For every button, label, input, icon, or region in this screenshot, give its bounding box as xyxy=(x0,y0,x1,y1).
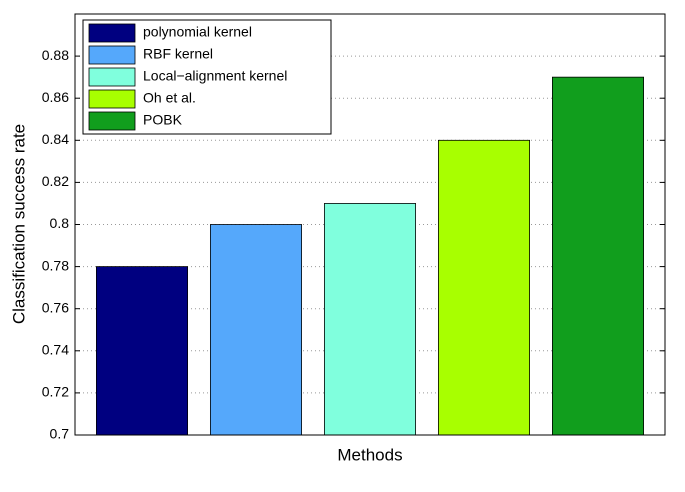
legend-label: POBK xyxy=(143,112,183,128)
bar xyxy=(323,203,416,436)
legend-label: Local−alignment kernel xyxy=(143,68,287,84)
bar xyxy=(437,139,530,436)
legend-swatch xyxy=(88,45,136,65)
legend-swatch xyxy=(88,67,136,87)
y-tick-label: 0.78 xyxy=(42,257,69,273)
legend-swatch xyxy=(88,23,136,43)
legend-label: Oh et al. xyxy=(143,90,196,106)
bar xyxy=(96,266,188,436)
y-tick-label: 0.88 xyxy=(42,47,69,63)
y-tick-label: 0.74 xyxy=(42,342,69,358)
y-tick-label: 0.84 xyxy=(42,131,69,147)
legend-swatch xyxy=(88,111,136,131)
legend-swatch xyxy=(88,89,136,109)
x-axis-label: Methods xyxy=(337,445,402,464)
y-tick-label: 0.8 xyxy=(50,215,70,231)
y-tick-label: 0.82 xyxy=(42,173,69,189)
y-tick-label: 0.7 xyxy=(50,426,70,442)
legend-label: RBF kernel xyxy=(143,46,213,62)
y-tick-label: 0.72 xyxy=(42,384,69,400)
bar xyxy=(209,224,302,436)
y-axis-label: Classification success rate xyxy=(9,124,28,324)
legend-label: polynomial kernel xyxy=(143,24,252,40)
y-tick-label: 0.86 xyxy=(42,89,69,105)
plot-frame xyxy=(74,13,666,436)
bar xyxy=(552,76,645,436)
y-tick-label: 0.76 xyxy=(42,299,69,315)
